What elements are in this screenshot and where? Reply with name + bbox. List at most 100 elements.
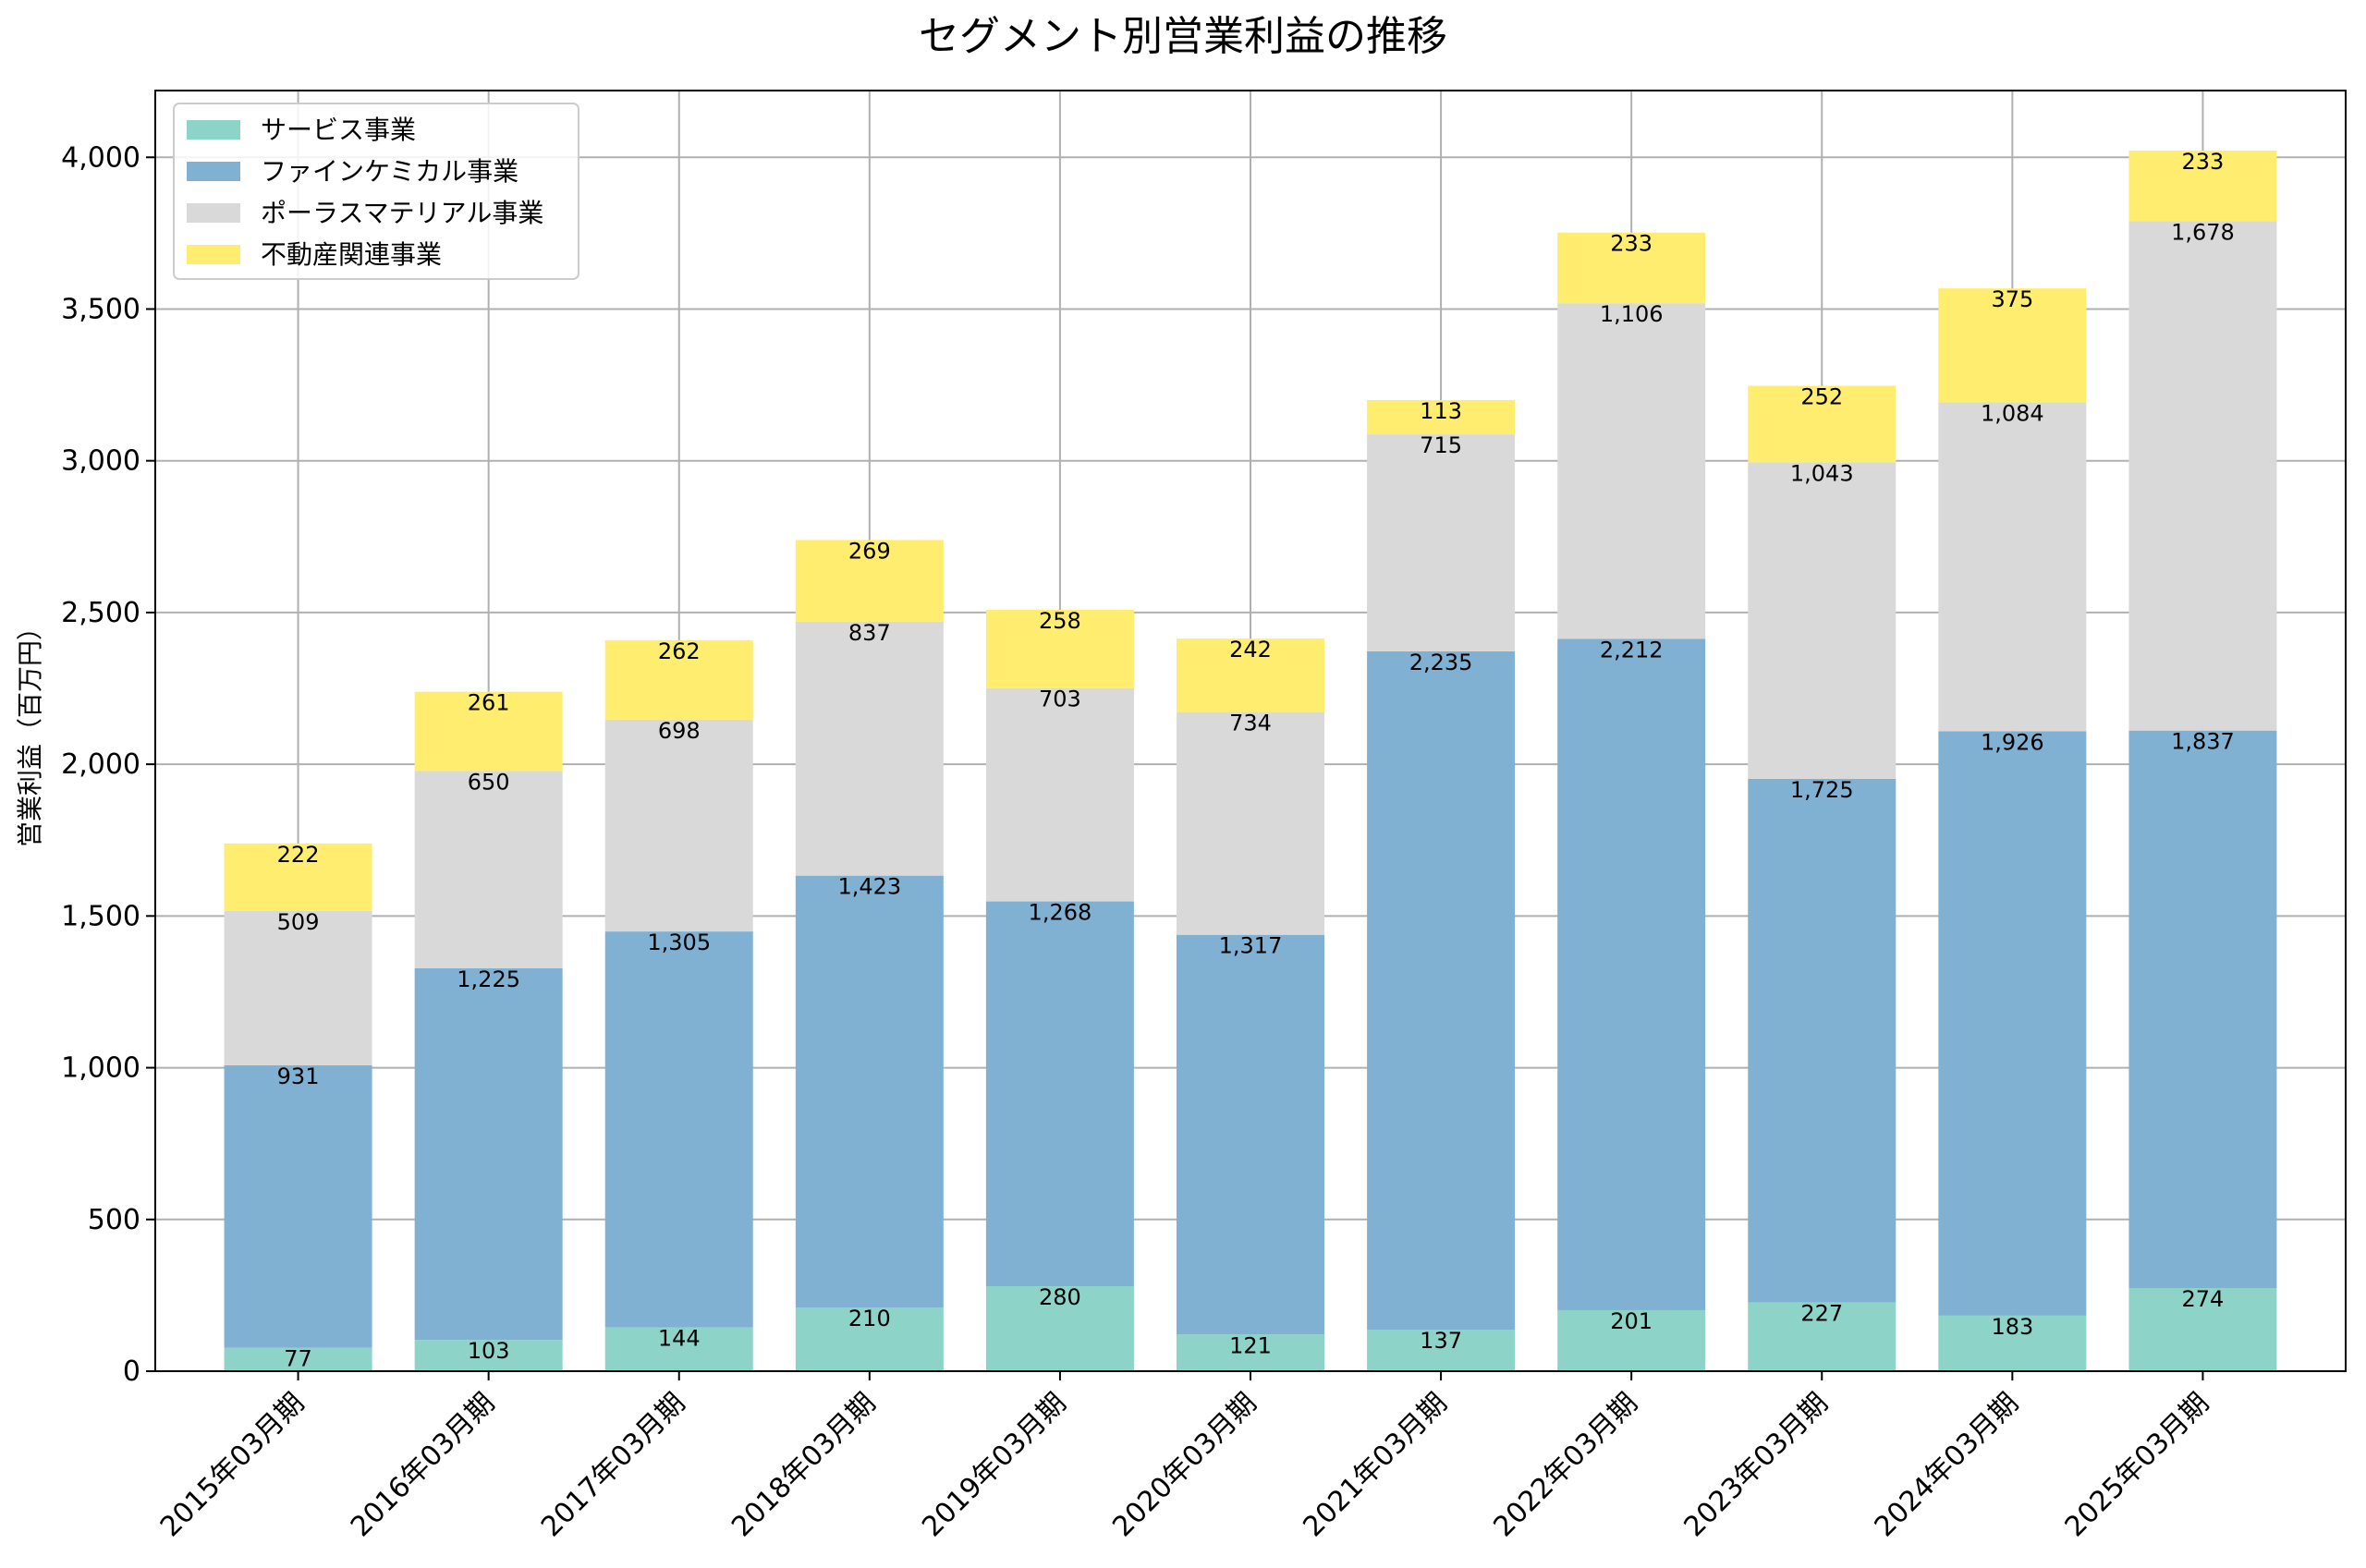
data-label: 1,268 <box>1029 900 1092 926</box>
bar-segment <box>1557 638 1706 1310</box>
bar-segment <box>985 609 1134 688</box>
y-tick-label: 3,500 <box>61 293 140 325</box>
bar-segment <box>1748 385 1896 463</box>
data-label: 1,106 <box>1600 301 1664 327</box>
data-label: 269 <box>848 538 891 564</box>
chart-title: セグメント別営業利益の推移 <box>919 13 1447 60</box>
y-tick-label: 0 <box>123 1355 140 1388</box>
bar-segment <box>795 621 944 876</box>
data-label: 1,837 <box>2171 729 2235 755</box>
bar-segment <box>985 1286 1134 1371</box>
bar-segment <box>414 1340 563 1371</box>
bar-segment <box>985 687 1134 902</box>
bar-segment <box>1367 434 1516 651</box>
data-label: 1,725 <box>1790 777 1854 803</box>
data-label: 121 <box>1229 1332 1272 1358</box>
data-label: 258 <box>1039 608 1081 634</box>
bar-segment <box>224 843 372 911</box>
data-label: 2,212 <box>1600 637 1664 662</box>
bar-segment <box>1938 288 2087 403</box>
bar-segment <box>604 639 753 720</box>
bar-segment <box>1938 402 2087 732</box>
bar-segment <box>1748 1302 1896 1371</box>
data-label: 1,305 <box>647 930 711 955</box>
data-label: 375 <box>1991 286 2033 312</box>
y-tick-label: 3,000 <box>61 445 140 478</box>
y-tick-label: 2,500 <box>61 597 140 629</box>
legend-label: ポーラスマテリアル事業 <box>261 198 543 228</box>
data-label: 113 <box>1420 398 1462 424</box>
bar-labels: 77 103 144 210 280 121 137 201 227 183 274 931 1,225… <box>277 149 2235 1372</box>
data-label: 103 <box>468 1338 510 1364</box>
legend-label: 不動産関連事業 <box>261 239 442 270</box>
data-label: 698 <box>658 718 701 744</box>
y-tick-label: 2,000 <box>61 748 140 781</box>
bar-segment <box>604 719 753 932</box>
data-label: 233 <box>1610 231 1653 257</box>
bar-segment <box>414 967 563 1341</box>
data-label: 261 <box>468 690 510 716</box>
data-label: 242 <box>1229 637 1272 662</box>
bar-segment <box>1177 934 1324 1335</box>
data-label: 650 <box>468 769 510 795</box>
data-label: 837 <box>848 620 891 646</box>
bar-segment <box>795 540 944 622</box>
bar-segment <box>1177 1334 1324 1371</box>
data-label: 227 <box>1800 1300 1843 1326</box>
data-label: 1,926 <box>1981 729 2044 755</box>
data-label: 233 <box>2182 149 2225 175</box>
legend-swatch <box>187 245 240 264</box>
y-tick-label: 4,000 <box>61 141 140 174</box>
data-label: 1,423 <box>837 874 901 900</box>
data-label: 77 <box>284 1346 312 1372</box>
y-tick-label: 1,000 <box>61 1052 140 1085</box>
data-label: 2,235 <box>1409 650 1473 675</box>
bar-segment <box>1557 232 1706 304</box>
legend-swatch <box>187 203 240 223</box>
data-label: 210 <box>848 1306 891 1331</box>
data-label: 1,084 <box>1981 400 2044 426</box>
bar-segment <box>1938 1315 2087 1371</box>
bar-segment <box>2128 730 2277 1289</box>
data-label: 703 <box>1039 687 1081 712</box>
legend-swatch <box>187 162 240 181</box>
data-label: 274 <box>2182 1286 2225 1312</box>
bar-segment <box>604 931 753 1328</box>
bar-segment <box>604 1327 753 1371</box>
data-label: 183 <box>1991 1314 2033 1340</box>
legend-swatch <box>187 120 240 140</box>
data-label: 222 <box>277 842 320 868</box>
data-label: 1,043 <box>1790 460 1854 486</box>
bar-segment <box>1177 638 1324 712</box>
legend-label: サービス事業 <box>261 115 416 145</box>
data-label: 509 <box>277 909 320 935</box>
bar-segment <box>1177 711 1324 935</box>
bar-segment <box>1367 400 1516 435</box>
bar-segment <box>985 901 1134 1287</box>
y-axis-label: 営業利益（百万円） <box>15 614 45 847</box>
data-label: 715 <box>1420 432 1462 458</box>
y-tick-label: 1,500 <box>61 900 140 932</box>
bar-segment <box>224 910 372 1065</box>
bar-segment <box>2128 221 2277 731</box>
bar-segment <box>414 691 563 772</box>
bar-segment <box>795 875 944 1308</box>
data-label: 1,317 <box>1219 933 1283 959</box>
data-label: 252 <box>1800 384 1843 410</box>
bars <box>224 151 2277 1371</box>
y-tick-label: 500 <box>88 1204 140 1236</box>
data-label: 201 <box>1610 1308 1653 1334</box>
legend-label: ファインケミカル事業 <box>261 156 518 187</box>
bar-segment <box>795 1307 944 1371</box>
bar-segment <box>224 1347 372 1371</box>
data-label: 280 <box>1039 1284 1081 1310</box>
bar-segment <box>2128 1288 2277 1371</box>
bar-segment <box>1367 650 1516 1331</box>
bar-segment <box>1748 462 1896 779</box>
bar-segment <box>224 1064 372 1348</box>
bar-segment <box>414 771 563 968</box>
bar-segment <box>1367 1330 1516 1371</box>
data-label: 734 <box>1229 711 1272 736</box>
